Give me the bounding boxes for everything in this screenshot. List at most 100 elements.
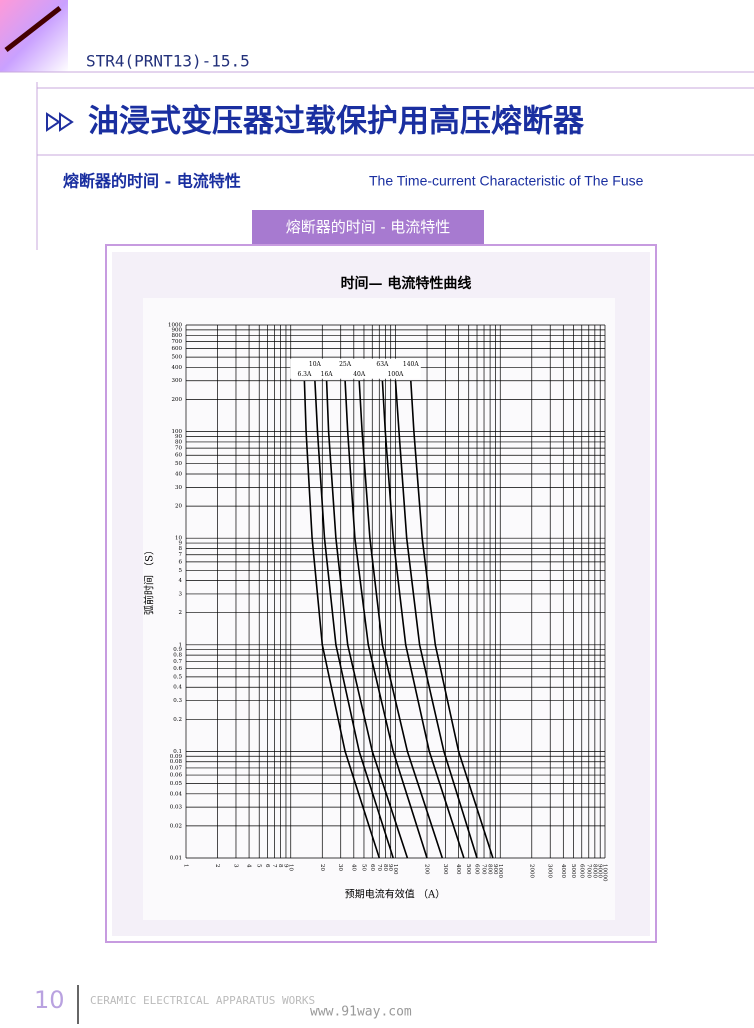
y-tick-label: 1000	[168, 323, 182, 329]
y-tick-label: 60	[175, 453, 182, 459]
x-tick-label: 70	[376, 864, 382, 871]
x-tick-label: 1	[183, 864, 189, 868]
fuse-curve	[303, 380, 381, 859]
chart-title: 时间— 电流特性曲线	[341, 275, 472, 292]
y-tick-label: 40	[175, 472, 182, 478]
y-tick-label: 0.1	[173, 749, 182, 755]
y-tick-label: 0.07	[170, 765, 183, 771]
y-tick-label: 600	[172, 346, 183, 352]
y-tick-label: 0.8	[173, 653, 182, 659]
x-tick-label: 50	[360, 864, 366, 871]
x-tick-label: 2000	[528, 864, 534, 878]
x-tick-label: 20	[319, 864, 325, 871]
y-tick-label: 900	[172, 327, 183, 333]
x-tick-label: 600	[474, 864, 480, 875]
x-tick-label: 8	[277, 864, 283, 868]
y-tick-label: 0.3	[173, 698, 182, 704]
y-tick-label: 800	[172, 333, 183, 339]
y-tick-label: 3	[179, 591, 183, 597]
curve-label: 140A	[403, 361, 419, 368]
x-tick-label: 60	[369, 864, 375, 871]
tab	[252, 210, 484, 244]
x-tick-label: 500	[465, 864, 471, 875]
x-tick-label: 700	[481, 864, 487, 875]
y-tick-label: 0.06	[170, 773, 183, 779]
x-tick-label: 400	[455, 864, 461, 875]
y-tick-label: 0.9	[173, 647, 182, 653]
y-tick-label: 500	[172, 355, 183, 361]
y-tick-label: 0.09	[170, 754, 183, 760]
y-tick-label: 70	[175, 446, 182, 452]
y-tick-label: 0.5	[173, 674, 182, 680]
y-tick-label: 0.7	[173, 659, 182, 665]
page-number: 10	[34, 986, 65, 1014]
label-box	[290, 358, 421, 379]
y-tick-label: 4	[179, 578, 183, 584]
corner-fuse	[4, 6, 62, 52]
fuse-curve	[344, 380, 428, 859]
curve-label: 63A	[376, 361, 389, 368]
x-tick-label: 200	[424, 864, 430, 875]
y-tick-label: 0.08	[170, 759, 183, 765]
x-tick-label: 4	[246, 864, 252, 868]
x-tick-label: 5000	[570, 864, 576, 878]
y-tick-label: 700	[172, 339, 183, 345]
x-tick-label: 300	[442, 864, 448, 875]
y-tick-label: 8	[179, 546, 183, 552]
x-tick-label: 100	[392, 864, 398, 875]
x-tick-label: 1000	[497, 864, 503, 878]
y-tick-label: 0.05	[170, 781, 183, 787]
y-tick-label: 300	[172, 378, 183, 384]
section-title-en: The Time-current Characteristic of The F…	[369, 173, 644, 189]
section-title-cn: 熔断器的时间 - 电流特性	[63, 172, 241, 191]
y-axis-label: 弧前时间 （S）	[143, 545, 156, 615]
y-tick-label: 7	[179, 552, 183, 558]
y-tick-label: 50	[175, 461, 182, 467]
x-tick-label: 3	[232, 864, 238, 868]
watermark: www.91way.com	[310, 1005, 412, 1020]
y-tick-label: 0.03	[170, 805, 183, 811]
x-tick-label: 2	[214, 864, 220, 868]
y-tick-label: 0.6	[173, 666, 182, 672]
fuse-curve	[381, 380, 465, 859]
header-code: STR4(PRNT13)-15.5	[86, 52, 250, 71]
y-tick-label: 2	[179, 610, 183, 616]
x-tick-label: 30	[337, 864, 343, 871]
y-tick-label: 9	[179, 541, 183, 547]
curve-label: 10A	[309, 361, 322, 368]
x-tick-label: 7	[271, 864, 277, 868]
x-tick-label: 3000	[547, 864, 553, 878]
x-tick-label: 40	[350, 864, 356, 871]
y-tick-label: 0.04	[170, 791, 183, 797]
curve-label: 100A	[388, 371, 404, 378]
curve-label: 6.3A	[297, 371, 312, 378]
tab-label: 熔断器的时间 - 电流特性	[286, 218, 451, 236]
y-tick-label: 90	[175, 434, 182, 440]
fuse-curve	[314, 380, 394, 859]
x-tick-label: 90	[387, 864, 393, 871]
x-tick-label: 900	[492, 864, 498, 875]
y-tick-label: 1	[179, 642, 183, 648]
y-tick-label: 200	[172, 397, 183, 403]
x-tick-label: 5	[256, 864, 262, 868]
x-tick-label: 8000	[591, 864, 597, 878]
title-arrows	[46, 112, 74, 132]
page-title: 油浸式变压器过载保护用高压熔断器	[88, 104, 585, 140]
y-tick-label: 0.4	[173, 685, 182, 691]
y-tick-label: 30	[175, 485, 182, 491]
y-tick-label: 0.01	[170, 856, 182, 862]
x-tick-label: 800	[487, 864, 493, 875]
y-tick-label: 80	[175, 439, 182, 445]
y-tick-label: 20	[175, 504, 182, 510]
y-tick-label: 10	[175, 536, 182, 542]
x-tick-label: 6	[264, 864, 270, 868]
fuse-curve	[325, 380, 409, 859]
x-tick-label: 9000	[597, 864, 603, 878]
x-tick-label: 7000	[585, 864, 591, 878]
footer-text: CERAMIC ELECTRICAL APPARATUS WORKS	[90, 994, 315, 1007]
x-axis-label: 预期电流有效值 （A）	[345, 888, 445, 901]
fuse-curve	[358, 380, 444, 859]
